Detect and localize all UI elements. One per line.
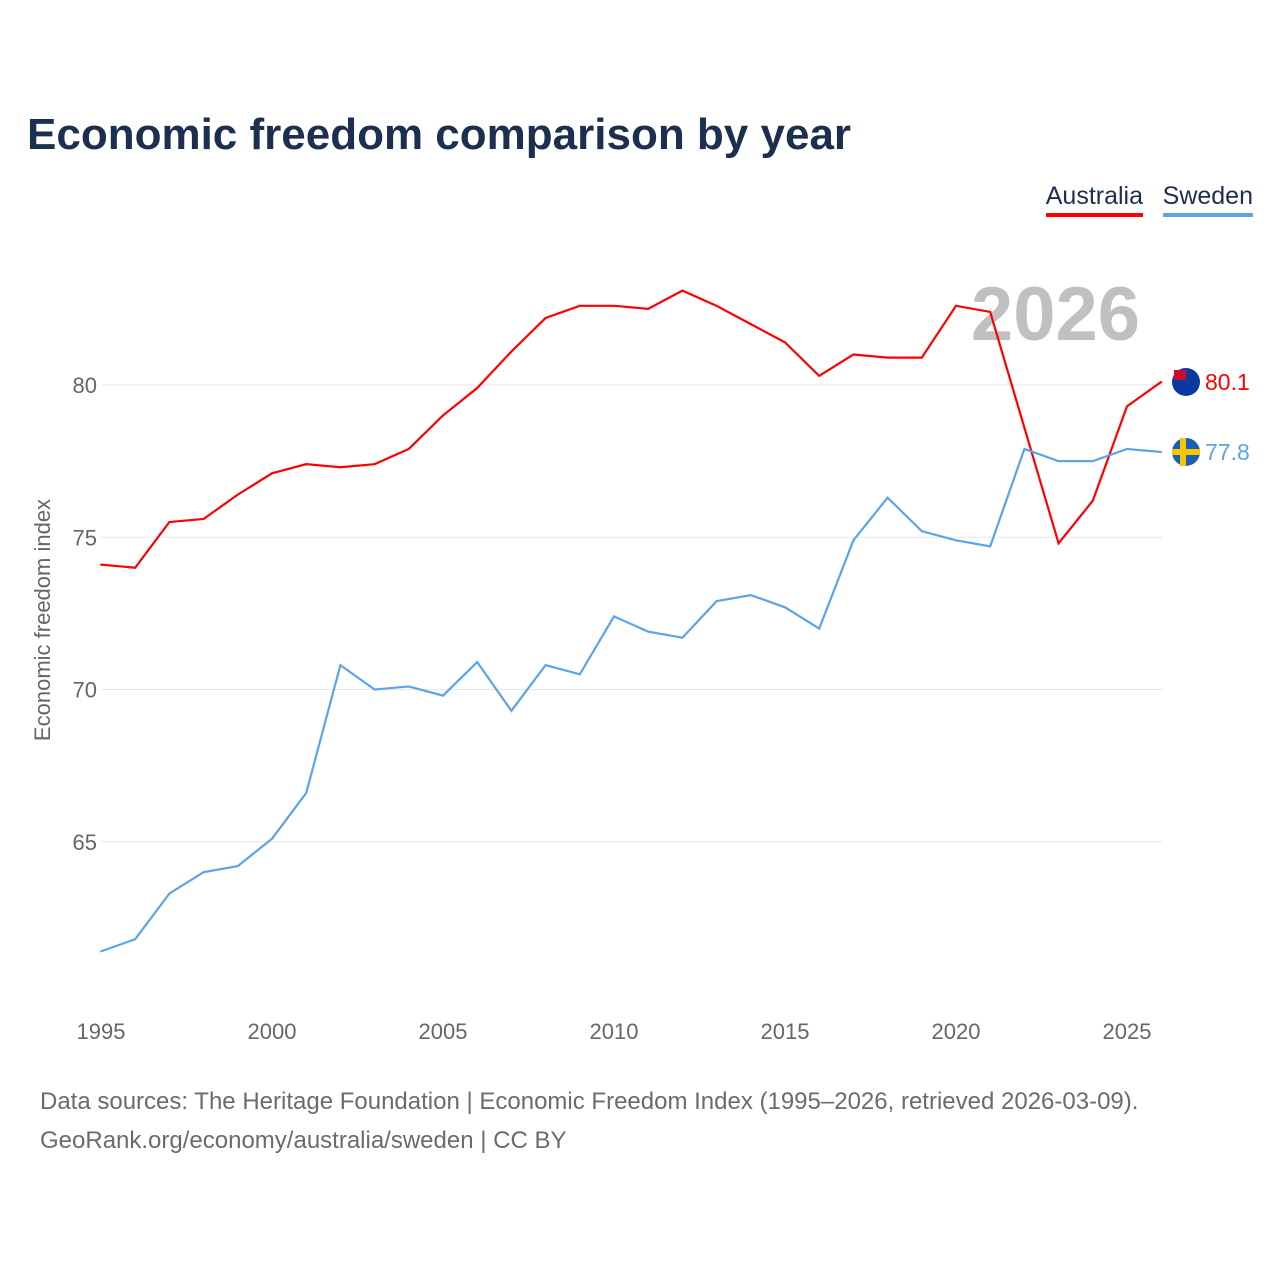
data-point [852,353,855,356]
end-value-label: 77.8 [1205,439,1250,465]
data-point [852,539,855,542]
y-tick-label: 70 [73,678,97,703]
data-point [339,664,342,667]
data-point [613,304,615,307]
data-point [578,304,581,307]
data-point [920,530,923,533]
data-point [476,387,479,390]
data-point [681,289,684,292]
data-point [578,673,581,676]
data-point [784,341,786,344]
data-point [373,463,376,466]
x-tick-label: 2010 [590,1019,639,1044]
data-point [749,594,752,597]
data-point [886,496,889,499]
data-point [818,627,821,630]
data-point [236,865,239,868]
data-point [989,310,992,313]
data-point [749,323,752,326]
x-tick-label: 1995 [77,1019,126,1044]
data-point [715,304,718,307]
data-point [1126,405,1128,408]
data-point [681,636,684,639]
flag-union [1174,369,1186,380]
data-point [989,545,992,548]
data-point [271,837,273,840]
x-tick-label: 2005 [419,1019,468,1044]
data-point [1160,450,1163,453]
data-point [1160,380,1163,383]
australia-flag-icon [1172,367,1200,396]
data-point [271,472,273,475]
sweden-flag-icon [1172,437,1200,466]
data-point [1091,499,1094,502]
series-line-australia [100,289,1162,569]
legend-australia[interactable]: Australia [1045,182,1143,217]
data-point [407,685,410,688]
data-point [168,521,171,524]
data-point [407,447,410,450]
data-point [613,615,615,618]
x-tick-label: 2000 [248,1019,297,1044]
data-point [955,539,957,542]
data-point [715,600,718,603]
data-point [647,630,650,633]
data-point [1023,426,1026,429]
source-url: GeoRank.org/economy/australia/sweden | C… [40,1127,567,1154]
x-tick-label: 2020 [932,1019,981,1044]
data-point [442,694,444,697]
data-point [886,356,889,359]
data-point [544,664,547,667]
y-tick-label: 75 [73,525,97,550]
data-point [168,892,171,895]
data-point [373,688,376,691]
x-tick-label: 2015 [761,1019,810,1044]
data-point [1057,542,1060,545]
data-point [442,414,444,417]
data-point [100,563,102,566]
data-point [1126,447,1128,450]
y-tick-label: 80 [73,373,97,398]
end-value-label: 80.1 [1205,369,1250,395]
legend-sweden[interactable]: Sweden [1162,182,1253,217]
data-point [305,463,308,466]
data-point [202,871,205,874]
data-point [955,304,957,307]
data-point [134,566,137,569]
data-point [100,950,102,953]
data-point [305,792,308,795]
y-tick-label: 65 [73,830,97,855]
data-point [818,374,821,377]
year-watermark: 2026 [971,272,1140,357]
x-tick-label: 2025 [1103,1019,1152,1044]
y-axis-label: Economic freedom index [30,499,55,741]
data-point [510,709,513,712]
data-point [544,317,547,320]
data-point [1057,460,1060,463]
data-point [134,938,137,941]
data-point [236,493,239,496]
chart-title: Economic freedom comparison by year [27,110,852,159]
flag-cross [1180,437,1186,466]
source-note: Data sources: The Heritage Foundation | … [40,1088,1139,1115]
data-point [1091,460,1094,463]
data-point [1023,447,1026,450]
data-point [784,606,786,609]
data-point [920,356,923,359]
data-point [647,307,650,310]
data-point [476,661,479,664]
data-point [339,466,342,469]
series-line-sweden [100,447,1162,953]
data-point [510,350,513,353]
data-point [202,517,205,520]
